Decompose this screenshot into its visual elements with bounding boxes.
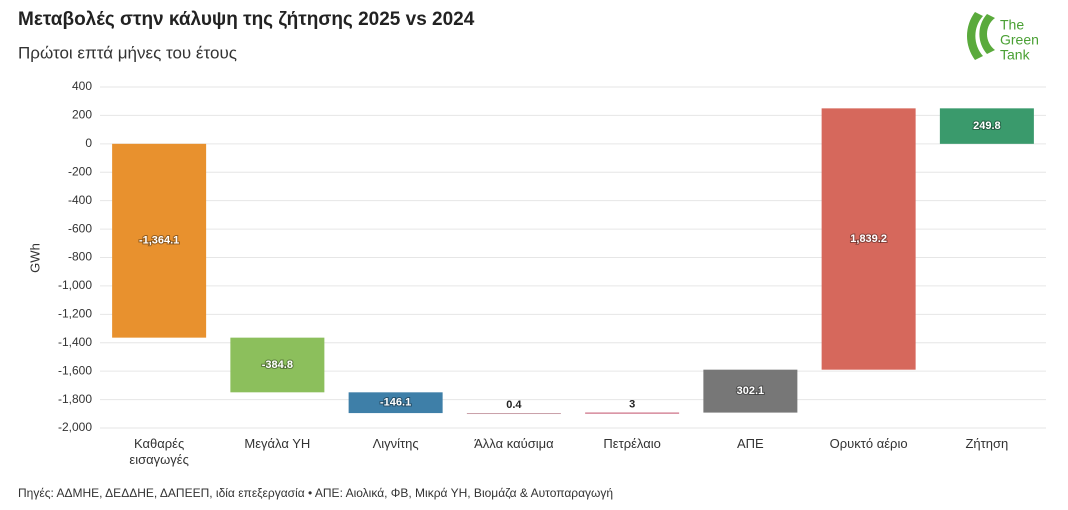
y-tick-label: 400 — [72, 79, 92, 93]
logo-text: Green — [1000, 32, 1039, 48]
logo-icon — [967, 12, 983, 60]
logo: The Green Tank — [967, 12, 1039, 63]
y-tick-label: 0 — [85, 136, 92, 150]
bar — [230, 337, 325, 393]
bar — [348, 392, 443, 414]
value-label: -384.8 — [262, 359, 293, 371]
y-tick-label: -2,000 — [58, 420, 92, 434]
chart-subtitle: Πρώτοι επτά μήνες του έτους — [18, 43, 237, 62]
logo-text: Tank — [1000, 47, 1031, 63]
y-tick-label: -1,000 — [58, 278, 92, 292]
value-label: 249.8 — [973, 120, 1001, 132]
value-label: 0.4 — [506, 399, 522, 411]
x-tick-label: Πετρέλαιο — [603, 436, 661, 451]
y-tick-label: -1,200 — [58, 307, 92, 321]
source-note: Πηγές: ΑΔΜΗΕ, ΔΕΔΔΗΕ, ΔΑΠΕΕΠ, ιδία επεξε… — [18, 486, 613, 500]
x-tick-label: Λιγνίτης — [372, 436, 419, 451]
x-tick-label: Ζήτηση — [965, 436, 1009, 451]
value-label: 302.1 — [737, 385, 765, 397]
value-label: -1,364.1 — [139, 235, 179, 247]
bar — [585, 412, 680, 414]
value-label: 3 — [629, 399, 635, 411]
y-tick-label: -200 — [68, 164, 92, 178]
bar — [466, 413, 561, 415]
x-tick-label: Άλλα καύσιμα — [474, 436, 554, 451]
logo-text: The — [1000, 17, 1024, 33]
logo-icon — [979, 14, 995, 54]
x-tick-label: ΑΠΕ — [737, 436, 764, 451]
y-tick-label: -400 — [68, 193, 92, 207]
bar — [112, 143, 207, 338]
y-tick-label: -1,400 — [58, 335, 92, 349]
y-tick-label: -800 — [68, 250, 92, 264]
bar — [821, 108, 916, 370]
value-label: -146.1 — [380, 397, 411, 409]
x-tick-label: Ορυκτό αέριο — [829, 436, 908, 451]
y-tick-label: -600 — [68, 221, 92, 235]
x-tick-label: Μεγάλα ΥΗ — [244, 436, 311, 451]
y-tick-label: 200 — [72, 108, 92, 122]
y-axis-label: GWh — [27, 243, 42, 273]
y-tick-label: -1,600 — [58, 363, 92, 377]
chart-title: Μεταβολές στην κάλυψη της ζήτησης 2025 v… — [18, 9, 475, 30]
bar — [703, 369, 798, 413]
x-tick-label: Καθαρές εισαγωγές — [129, 436, 189, 467]
bar — [939, 108, 1034, 144]
value-label: 1,839.2 — [850, 233, 887, 245]
y-tick-label: -1,800 — [58, 392, 92, 406]
